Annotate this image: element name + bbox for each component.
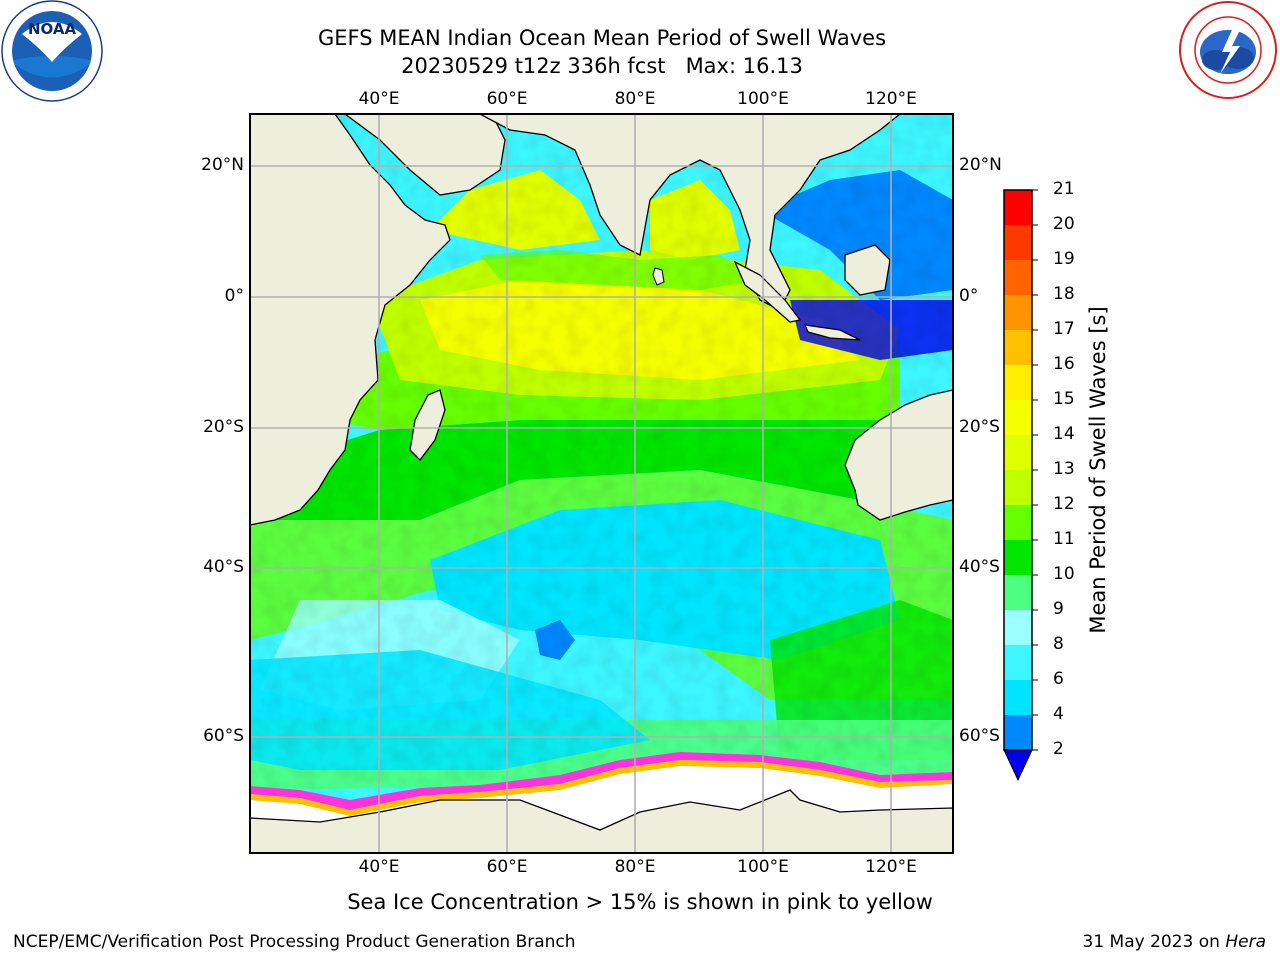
- lat-label-right: 20°S: [959, 417, 1000, 437]
- colorbar-bin: [1004, 260, 1032, 295]
- colorbar-tick-label: 15: [1053, 389, 1075, 409]
- colorbar-tick-label: 11: [1053, 529, 1075, 549]
- colorbar-bin: [1004, 435, 1032, 470]
- footer-date: 31 May 2023 on Hera: [1083, 932, 1267, 952]
- lon-label-bottom: 40°E: [358, 857, 400, 877]
- colorbar-bin: [1004, 540, 1032, 575]
- lat-label-left: 20°N: [201, 155, 244, 175]
- colorbar-tick-label: 10: [1053, 564, 1075, 584]
- colorbar-bin: [1004, 505, 1032, 540]
- lon-label-bottom: 100°E: [737, 857, 789, 877]
- footer-credit: NCEP/EMC/Verification Post Processing Pr…: [13, 932, 576, 952]
- colorbar-bin: [1004, 715, 1032, 750]
- lon-label-top: 100°E: [737, 89, 789, 109]
- colorbar-bin: [1004, 330, 1032, 365]
- lat-label-left: 0°: [224, 286, 244, 306]
- land-asia: [479, 114, 902, 311]
- sea-ice-band: [250, 752, 953, 810]
- colorbar-bin: [1004, 295, 1032, 330]
- lon-label-top: 80°E: [614, 89, 656, 109]
- colorbar-extend-arrow: [1003, 749, 1033, 782]
- noaa-logo-icon: NOAA: [1, 0, 103, 102]
- colorbar-bin: [1004, 470, 1032, 505]
- colorbar-tick-label: 18: [1053, 284, 1075, 304]
- land-borneo: [844, 244, 891, 296]
- colorbar-tick-label: 14: [1053, 424, 1075, 444]
- lon-label-bottom: 120°E: [865, 857, 917, 877]
- svg-text:NOAA: NOAA: [28, 20, 77, 38]
- colorbar-bin: [1004, 575, 1032, 610]
- lon-label-top: 40°E: [358, 89, 400, 109]
- graticule: [250, 114, 953, 853]
- lat-label-left: 40°S: [203, 557, 244, 577]
- lat-label-right: 60°S: [959, 726, 1000, 746]
- lat-label-left: 20°S: [203, 417, 244, 437]
- colorbar-bin: [1004, 225, 1032, 260]
- lon-label-bottom: 60°E: [486, 857, 528, 877]
- footer-machine: Hera: [1225, 932, 1266, 952]
- colorbar-tick-label: 16: [1053, 354, 1075, 374]
- map-frame: [249, 113, 954, 854]
- land-antarctica: [250, 789, 953, 853]
- lat-label-right: 40°S: [959, 557, 1000, 577]
- land-sri-lanka: [652, 267, 665, 286]
- colorbar: [1003, 189, 1038, 782]
- lon-label-top: 60°E: [486, 89, 528, 109]
- colorbar-tick-label: 8: [1053, 634, 1064, 654]
- sea-ice-note: Sea Ice Concentration > 15% is shown in …: [347, 890, 933, 914]
- colorbar-label: Mean Period of Swell Waves [s]: [1086, 306, 1110, 634]
- nws-logo-icon: [1179, 1, 1277, 99]
- lat-label-left: 60°S: [203, 726, 244, 746]
- footer-date-text: 31 May 2023 on: [1082, 932, 1226, 952]
- colorbar-bin: [1004, 190, 1032, 225]
- colorbar-bin: [1004, 680, 1032, 715]
- colorbar-tick-label: 6: [1053, 669, 1064, 689]
- colorbar-tick-label: 4: [1053, 704, 1064, 724]
- colorbar-tick-label: 13: [1053, 459, 1075, 479]
- colorbar-tick-label: 2: [1053, 739, 1064, 759]
- lon-label-bottom: 80°E: [614, 857, 656, 877]
- colorbar-tick-label: 21: [1053, 179, 1075, 199]
- colorbar-tick-label: 17: [1053, 319, 1075, 339]
- colorbar-tick-label: 19: [1053, 249, 1075, 269]
- chart-subtitle: 20230529 t12z 336h fcst Max: 16.13: [401, 54, 803, 78]
- colorbar-bin: [1004, 610, 1032, 645]
- chart-title: GEFS MEAN Indian Ocean Mean Period of Sw…: [317, 26, 887, 50]
- land-madagascar: [409, 389, 446, 461]
- colorbar-tick-label: 20: [1053, 214, 1075, 234]
- land-java: [803, 324, 861, 341]
- colorbar-bin: [1004, 645, 1032, 680]
- colorbar-bin: [1004, 365, 1032, 400]
- map-area: [250, 114, 953, 853]
- colorbar-tick-label: 9: [1053, 599, 1064, 619]
- lat-label-right: 20°N: [959, 155, 1002, 175]
- lon-label-top: 120°E: [865, 89, 917, 109]
- land-sumatra: [733, 260, 802, 323]
- colorbar-tick-label: 12: [1053, 494, 1075, 514]
- lat-label-right: 0°: [959, 286, 979, 306]
- colorbar-bin: [1004, 400, 1032, 435]
- land-africa: [250, 114, 451, 526]
- land-australia: [844, 389, 953, 521]
